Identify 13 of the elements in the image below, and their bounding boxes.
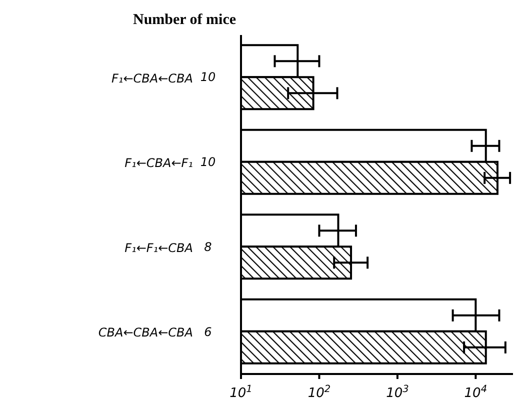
x-tick-label: 10$^{1}$ bbox=[230, 384, 252, 401]
y-tick-label: CBA←CBA←CBA bbox=[98, 326, 193, 340]
y-tick-label: F₁←CBA←F₁ bbox=[124, 156, 194, 170]
y-tick-label: F₁←CBA←CBA bbox=[112, 71, 193, 86]
y-tick-label: F₁←F₁←CBA bbox=[124, 240, 193, 255]
text: 6 bbox=[203, 324, 213, 340]
x-tick-label: 10$^{4}$ bbox=[464, 384, 488, 401]
text: 8 bbox=[203, 238, 213, 255]
x-tick-label: 10$^{2}$ bbox=[308, 384, 331, 401]
text: 10 bbox=[199, 154, 217, 170]
chart-title: Number of mice bbox=[133, 12, 236, 29]
text: 10 bbox=[199, 69, 217, 86]
x-tick-label: 10$^{3}$ bbox=[386, 384, 409, 401]
